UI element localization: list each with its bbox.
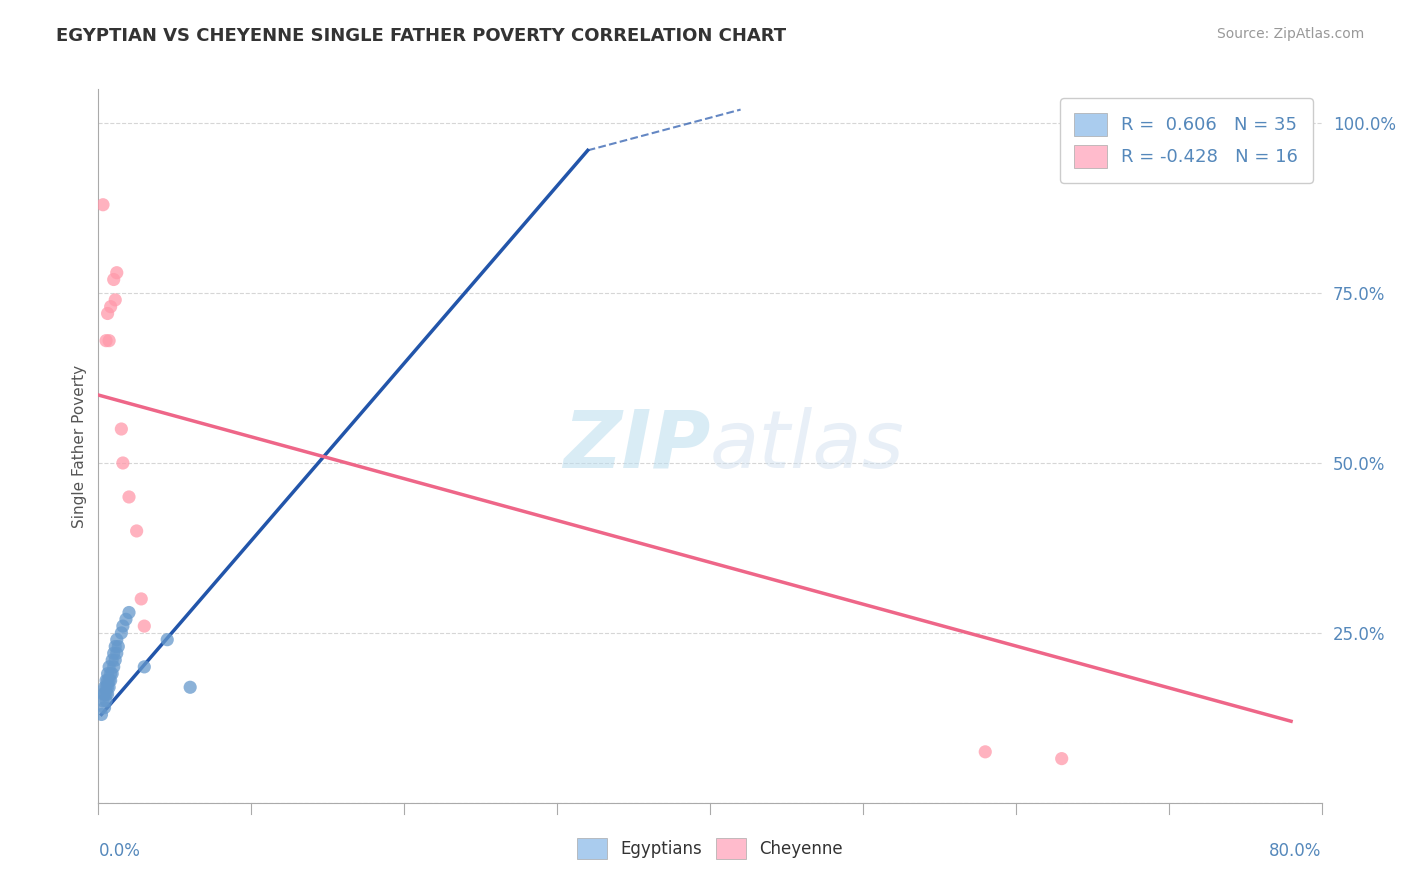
Point (94, 334, 117, 348)
Point (104, 640, 127, 654)
Point (98, 660, 121, 674)
Text: 0.0%: 0.0% (98, 842, 141, 860)
Point (104, 653, 127, 667)
Point (111, 619, 134, 633)
Text: Source: ZipAtlas.com: Source: ZipAtlas.com (1216, 27, 1364, 41)
Point (97, 673, 120, 688)
Point (100, 666, 122, 681)
Point (134, 619, 156, 633)
Point (110, 626, 132, 640)
Point (91, 694, 114, 708)
Point (90, 707, 112, 722)
Point (125, 524, 148, 538)
Point (98, 680, 121, 694)
Point (103, 660, 125, 674)
Point (93, 680, 115, 694)
Point (97, 306, 120, 320)
Point (91, 687, 114, 701)
Point (974, 745, 997, 759)
Point (101, 653, 124, 667)
Point (134, 660, 156, 674)
Point (93, 700, 115, 714)
Point (97, 687, 120, 701)
Point (97, 680, 120, 694)
Point (94, 680, 117, 694)
Text: atlas: atlas (710, 407, 905, 485)
Text: 80.0%: 80.0% (1270, 842, 1322, 860)
Point (100, 673, 122, 688)
Point (118, 606, 141, 620)
Point (156, 632, 179, 647)
Point (179, 680, 201, 694)
Point (104, 293, 127, 307)
Point (105, 646, 128, 660)
Point (97, 666, 120, 681)
Point (105, 266, 128, 280)
Text: EGYPTIAN VS CHEYENNE SINGLE FATHER POVERTY CORRELATION CHART: EGYPTIAN VS CHEYENNE SINGLE FATHER POVER… (56, 27, 786, 45)
Legend: Egyptians, Cheyenne: Egyptians, Cheyenne (571, 831, 849, 866)
Point (105, 632, 128, 647)
Point (118, 490, 141, 504)
Y-axis label: Single Father Poverty: Single Father Poverty (72, 365, 87, 527)
Point (94, 673, 117, 688)
Point (115, 612, 138, 626)
Point (94, 694, 117, 708)
Point (94, 687, 117, 701)
Point (91, 198, 114, 212)
Point (101, 666, 124, 681)
Point (110, 422, 132, 436)
Point (129, 591, 152, 606)
Point (103, 272, 125, 286)
Point (98, 673, 121, 688)
Point (107, 640, 129, 654)
Point (98, 334, 121, 348)
Point (93, 687, 115, 701)
Point (100, 300, 122, 314)
Point (111, 456, 134, 470)
Point (103, 646, 125, 660)
Point (1050, 751, 1073, 765)
Text: ZIP: ZIP (562, 407, 710, 485)
